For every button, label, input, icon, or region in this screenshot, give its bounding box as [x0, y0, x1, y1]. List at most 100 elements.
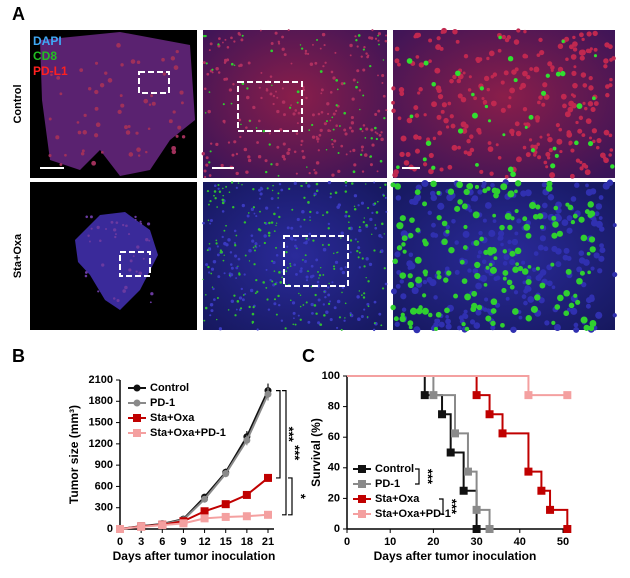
- x-tick-label: 0: [117, 536, 123, 548]
- marker: [546, 505, 555, 514]
- cell: [380, 324, 383, 327]
- cell: [213, 298, 216, 301]
- cell: [262, 281, 265, 284]
- cell: [312, 239, 315, 242]
- cell: [521, 260, 526, 265]
- cell: [537, 213, 544, 220]
- cell: [436, 274, 442, 280]
- cell: [122, 289, 126, 293]
- cell: [336, 326, 339, 329]
- cell: [224, 38, 227, 41]
- cell: [538, 272, 544, 279]
- cell: [148, 103, 152, 107]
- cell: [345, 210, 348, 214]
- cell: [475, 282, 482, 290]
- cell: [441, 220, 448, 227]
- marker: [358, 480, 366, 488]
- cell: [436, 270, 441, 276]
- cell: [87, 87, 92, 91]
- cell: [383, 267, 386, 270]
- cell: [414, 113, 420, 118]
- cell: [285, 270, 288, 273]
- cell: [344, 132, 348, 136]
- cell: [566, 131, 573, 138]
- cell: [444, 266, 450, 272]
- cell: [471, 290, 478, 297]
- cell: [612, 313, 617, 318]
- x-tick-label: 21: [262, 536, 274, 548]
- cell: [285, 250, 288, 254]
- cell: [326, 286, 330, 289]
- cell: [524, 125, 528, 129]
- cell: [272, 260, 276, 265]
- cell: [258, 119, 261, 123]
- cell: [491, 187, 498, 194]
- cell: [598, 216, 603, 220]
- cell: [542, 82, 548, 88]
- x-axis-label: Days after tumor inoculation: [374, 549, 537, 563]
- cell: [297, 314, 300, 317]
- cell: [514, 189, 518, 194]
- cell: [334, 260, 339, 264]
- cell: [227, 238, 231, 242]
- cell: [207, 265, 210, 269]
- cell: [230, 266, 234, 270]
- cell: [511, 69, 517, 75]
- marker: [133, 429, 141, 437]
- cell: [377, 32, 382, 36]
- cell: [313, 194, 316, 197]
- cell: [384, 39, 388, 43]
- cell: [313, 168, 316, 172]
- cell: [300, 267, 303, 270]
- cell: [513, 290, 519, 295]
- bracket: [288, 477, 293, 516]
- zoom-box: [237, 81, 303, 132]
- cell: [213, 194, 215, 197]
- cell: [518, 315, 523, 320]
- cell: [206, 72, 210, 76]
- cell: [327, 180, 332, 185]
- cell: [378, 133, 382, 137]
- cell: [510, 132, 515, 137]
- cell: [363, 217, 365, 219]
- cell: [571, 102, 577, 109]
- cell: [259, 29, 262, 32]
- cell: [241, 82, 245, 86]
- cell: [306, 52, 310, 55]
- cell: [379, 159, 383, 163]
- cell: [402, 249, 407, 254]
- x-tick-label: 12: [198, 536, 210, 548]
- cell: [514, 121, 520, 127]
- cell: [599, 247, 606, 254]
- cell: [380, 249, 384, 252]
- cell: [245, 95, 250, 100]
- channel-label: PD-L1: [33, 64, 68, 78]
- cell: [532, 267, 537, 272]
- cell: [369, 163, 373, 167]
- cell: [329, 317, 333, 322]
- cell: [202, 278, 204, 281]
- cell: [495, 143, 499, 147]
- cell: [427, 312, 433, 318]
- cell: [381, 73, 385, 78]
- cell: [345, 184, 347, 187]
- cell: [358, 290, 361, 292]
- cell: [538, 95, 543, 100]
- cell: [406, 117, 413, 124]
- cell: [480, 274, 488, 282]
- cell: [218, 327, 223, 331]
- cell: [563, 310, 570, 317]
- cell: [222, 259, 225, 262]
- cell: [390, 182, 396, 188]
- cell: [340, 144, 344, 148]
- cell: [580, 234, 588, 242]
- marker: [264, 473, 272, 482]
- cell: [362, 68, 366, 72]
- cell: [413, 105, 419, 111]
- cell: [451, 218, 456, 224]
- cell: [396, 245, 403, 251]
- cell: [380, 222, 384, 226]
- cell: [56, 75, 61, 80]
- cell: [572, 35, 576, 40]
- cell: [495, 275, 501, 281]
